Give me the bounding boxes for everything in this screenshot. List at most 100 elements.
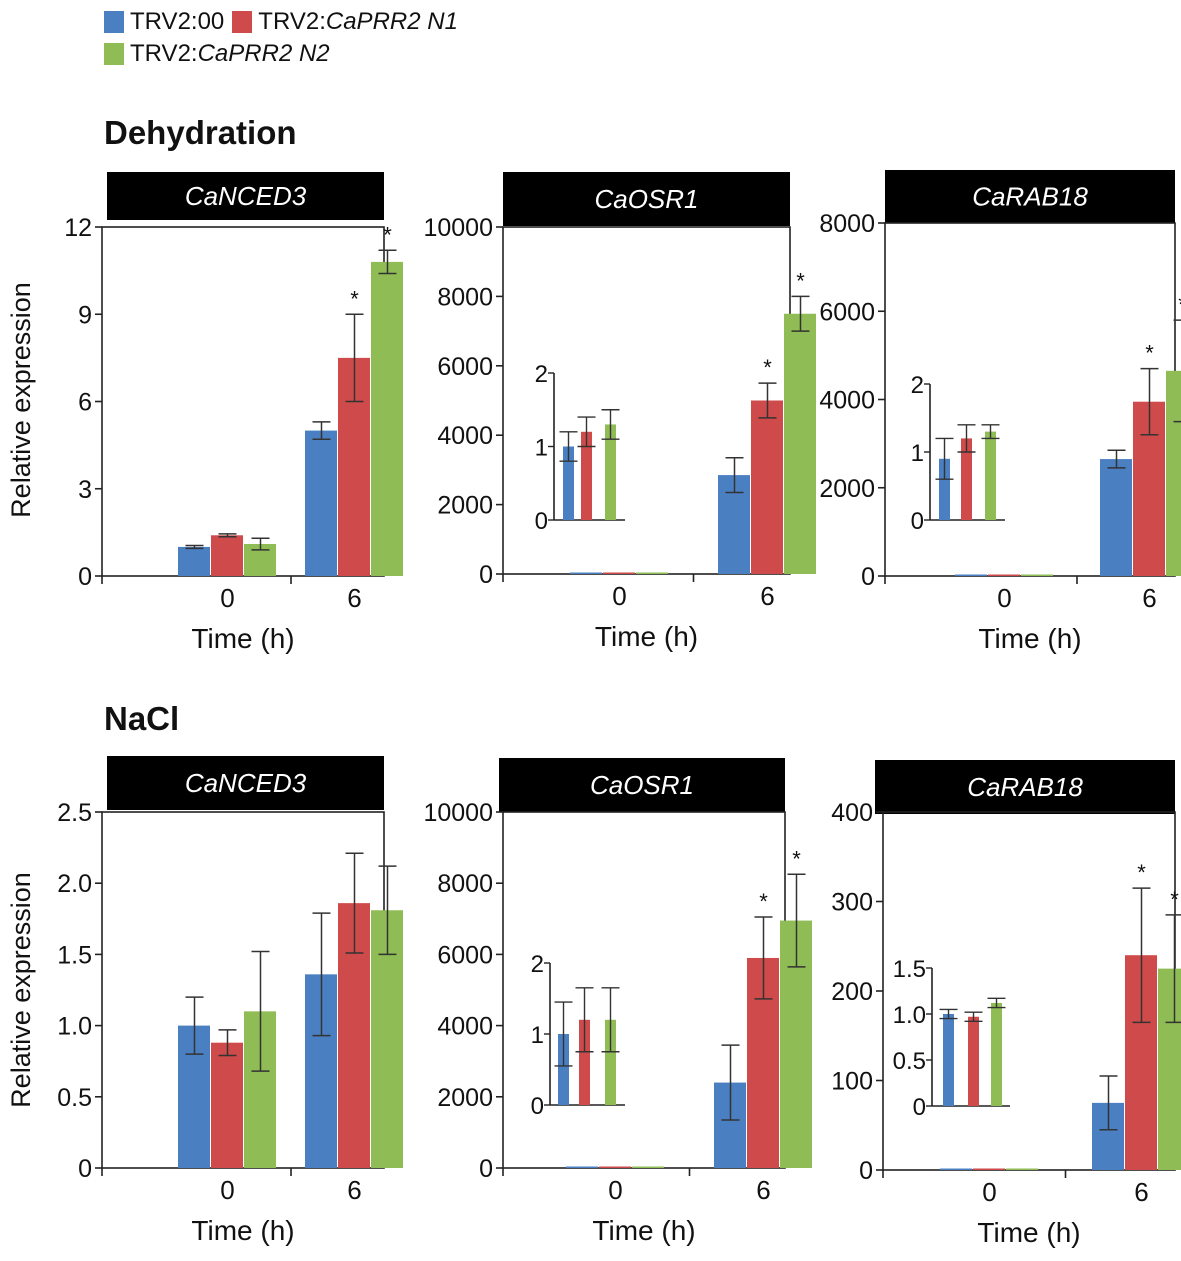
bar bbox=[1100, 459, 1132, 576]
bar bbox=[211, 535, 243, 576]
chart-title-box bbox=[499, 758, 785, 812]
y-tick-label: 3 bbox=[78, 476, 92, 504]
inset-chart: 0 1 2 bbox=[911, 372, 1005, 535]
x-tick-label: 6 bbox=[1134, 1177, 1148, 1207]
significance-asterisk: * bbox=[759, 889, 768, 914]
bar bbox=[751, 400, 783, 574]
y-tick-label: 6000 bbox=[819, 298, 875, 326]
y-tick-label: 0 bbox=[78, 563, 92, 591]
chart-panel-carab18-nacl: CaRAB18 0 100 200 300 400 0 6 Time (h) * * 0 0.5 1.0 1… bbox=[831, 760, 1181, 1248]
legend-label: TRV2: bbox=[258, 8, 326, 35]
x-axis-label: Time (h) bbox=[191, 623, 294, 654]
y-tick-label: 0.5 bbox=[57, 1084, 92, 1112]
legend-label: TRV2:00 bbox=[130, 8, 225, 35]
bar bbox=[1006, 1168, 1038, 1170]
x-axis-label: Time (h) bbox=[978, 623, 1081, 654]
inset-y-tick-label: 0 bbox=[531, 1093, 544, 1120]
y-tick-label: 6 bbox=[78, 389, 92, 417]
x-tick-label: 6 bbox=[347, 1175, 361, 1205]
y-tick-label: 300 bbox=[831, 889, 873, 917]
inset-chart: 0 1 2 bbox=[531, 951, 625, 1120]
x-tick-label: 0 bbox=[220, 583, 234, 613]
y-tick-label: 1.5 bbox=[57, 941, 92, 969]
inset-y-tick-label: 0 bbox=[913, 1094, 926, 1121]
chart-title-box bbox=[107, 172, 384, 220]
inset-y-tick-label: 0 bbox=[911, 508, 924, 535]
chart-title: CaRAB18 bbox=[967, 772, 1083, 802]
y-tick-label: 1.0 bbox=[57, 1013, 92, 1041]
x-axis-label: Time (h) bbox=[595, 621, 698, 652]
y-axis-label: Relative expression bbox=[6, 282, 36, 518]
x-tick-label: 0 bbox=[612, 581, 626, 611]
bar bbox=[211, 1042, 243, 1168]
bar bbox=[636, 572, 668, 574]
significance-asterisk: * bbox=[350, 286, 359, 311]
chart-title: CaOSR1 bbox=[590, 770, 694, 800]
inset-bar bbox=[563, 446, 574, 520]
significance-asterisk: * bbox=[383, 222, 392, 247]
bar bbox=[1158, 968, 1181, 1170]
inset-bar bbox=[605, 1019, 616, 1105]
y-tick-label: 2.5 bbox=[57, 799, 92, 827]
y-tick-label: 200 bbox=[831, 978, 873, 1006]
inset-bar bbox=[943, 1014, 954, 1106]
x-axis-label: Time (h) bbox=[592, 1215, 695, 1246]
y-tick-label: 6000 bbox=[437, 941, 493, 969]
x-tick-label: 6 bbox=[347, 583, 361, 613]
y-tick-label: 0 bbox=[861, 563, 875, 591]
inset-y-tick-label: 1 bbox=[911, 440, 924, 467]
y-tick-label: 8000 bbox=[437, 870, 493, 898]
y-tick-label: 0 bbox=[479, 1155, 493, 1183]
bar bbox=[566, 1166, 598, 1168]
inset-bar bbox=[961, 438, 972, 520]
chart-panel-carab18-dehydration: CaRAB18 0 2000 4000 6000 8000 0 6 Time (h) * * 0 1 2 bbox=[819, 170, 1181, 654]
inset-bar bbox=[991, 1002, 1002, 1106]
y-tick-label: 0 bbox=[859, 1157, 873, 1185]
significance-asterisk: * bbox=[792, 846, 801, 871]
y-tick-label: 2.0 bbox=[57, 870, 92, 898]
y-tick-label: 4000 bbox=[437, 1013, 493, 1041]
significance-asterisk: * bbox=[1137, 860, 1146, 885]
chart-panel-canced3-nacl: CaNCED3 0 0.5 1.0 1.5 2.0 2.5 0 6 Time (h) Relativ… bbox=[6, 756, 403, 1246]
chart-panel-canced3-dehydration: CaNCED3 0 3 6 9 12 0 6 Time (h) Relative expressi… bbox=[6, 172, 403, 654]
chart-title-box bbox=[885, 170, 1175, 223]
inset-y-tick-label: 2 bbox=[911, 372, 924, 399]
y-axis-label: Relative expression bbox=[6, 872, 36, 1108]
y-tick-label: 10000 bbox=[423, 214, 493, 242]
bar bbox=[955, 574, 987, 576]
inset-y-tick-label: 2 bbox=[535, 361, 548, 388]
bar bbox=[940, 1168, 972, 1170]
chart-title: CaOSR1 bbox=[594, 184, 698, 214]
significance-asterisk: * bbox=[1145, 341, 1154, 366]
inset-y-tick-label: 1.5 bbox=[893, 956, 926, 983]
significance-asterisk: * bbox=[1178, 292, 1181, 317]
y-tick-label: 0 bbox=[479, 561, 493, 589]
bar bbox=[1166, 370, 1181, 576]
bar bbox=[599, 1166, 631, 1168]
inset-bar bbox=[581, 431, 592, 520]
x-tick-label: 6 bbox=[1142, 583, 1156, 613]
bar bbox=[603, 572, 635, 574]
y-tick-label: 100 bbox=[831, 1068, 873, 1096]
bar bbox=[784, 313, 816, 574]
legend: TRV2:00 TRV2: CaPRR2 N1 TRV2: CaPRR2 N2 bbox=[104, 6, 466, 70]
chart-title-box bbox=[875, 760, 1175, 814]
y-tick-label: 8000 bbox=[819, 210, 875, 238]
y-tick-label: 4000 bbox=[819, 387, 875, 415]
y-tick-label: 2000 bbox=[437, 1084, 493, 1112]
bar bbox=[1021, 574, 1053, 576]
y-tick-label: 2000 bbox=[437, 492, 493, 520]
inset-y-tick-label: 0.5 bbox=[893, 1048, 926, 1075]
x-tick-label: 6 bbox=[756, 1175, 770, 1205]
x-tick-label: 0 bbox=[982, 1177, 996, 1207]
y-tick-label: 9 bbox=[78, 301, 92, 329]
x-axis-label: Time (h) bbox=[977, 1217, 1080, 1248]
bar bbox=[371, 261, 403, 576]
x-tick-label: 6 bbox=[760, 581, 774, 611]
inset-bar bbox=[968, 1016, 979, 1106]
y-tick-label: 12 bbox=[64, 214, 92, 242]
inset-y-tick-label: 0 bbox=[535, 508, 548, 535]
significance-asterisk: * bbox=[796, 268, 805, 293]
legend-item-trv2-00: TRV2:00 bbox=[104, 6, 224, 38]
